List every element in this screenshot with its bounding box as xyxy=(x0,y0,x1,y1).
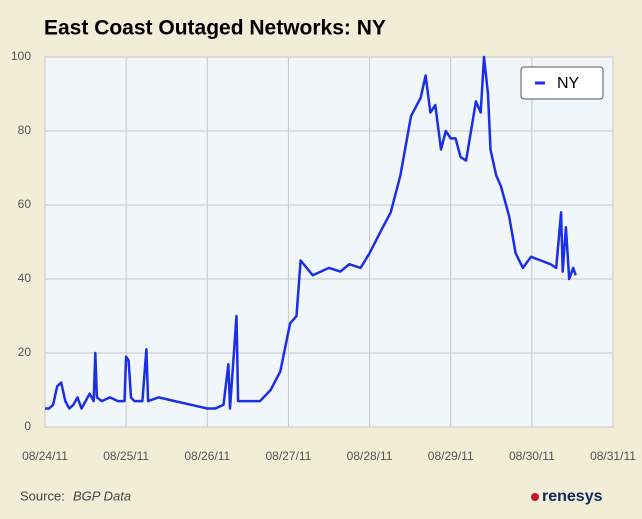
y-tick-label: 0 xyxy=(24,419,31,433)
y-tick-label: 80 xyxy=(18,123,32,137)
legend-label: NY xyxy=(557,75,580,92)
x-tick-label: 08/31/11 xyxy=(590,449,636,463)
x-tick-label: 08/28/11 xyxy=(347,449,393,463)
x-tick-label: 08/30/11 xyxy=(509,449,555,463)
x-tick-label: 08/27/11 xyxy=(266,449,312,463)
chart-title: East Coast Outaged Networks: NY xyxy=(44,17,386,40)
x-tick-label: 08/29/11 xyxy=(428,449,474,463)
data-line xyxy=(45,55,577,410)
legend-box xyxy=(520,66,604,100)
x-tick-label: 08/26/11 xyxy=(184,449,230,463)
plot-area xyxy=(44,56,614,428)
x-tick-label: 08/25/11 xyxy=(103,449,149,463)
y-tick-label: 20 xyxy=(18,345,32,359)
logo: renesys xyxy=(542,488,603,505)
y-tick-label: 100 xyxy=(11,49,31,63)
source-label: Source: xyxy=(20,488,65,503)
y-tick-label: 40 xyxy=(18,271,32,285)
logo-dot xyxy=(531,493,539,501)
source-name: BGP Data xyxy=(73,488,131,503)
x-tick-label: 08/24/11 xyxy=(22,449,68,463)
y-tick-label: 60 xyxy=(18,197,32,211)
